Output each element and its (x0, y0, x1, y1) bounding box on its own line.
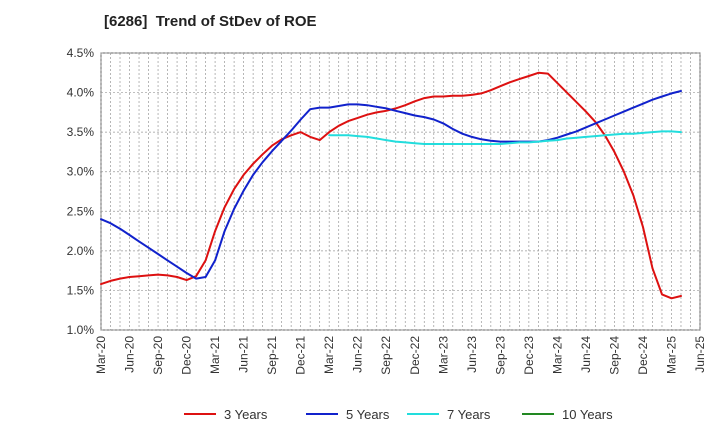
y-tick-label: 3.5% (67, 125, 95, 139)
x-tick-label: Jun-20 (123, 336, 137, 373)
x-tick-label: Jun-23 (465, 336, 479, 373)
series-line-5-years (100, 90, 682, 280)
x-tick-label: Mar-25 (664, 336, 678, 374)
legend: 3 Years 5 Years 7 Years 10 Years (184, 407, 613, 422)
x-tick-label: Sep-21 (265, 336, 279, 375)
legend-label-10-years: 10 Years (562, 407, 613, 422)
x-tick-label: Dec-24 (636, 336, 650, 375)
x-tick-label: Mar-22 (322, 336, 336, 374)
x-tick-label: Jun-24 (579, 336, 593, 373)
x-tick-label: Jun-25 (693, 336, 707, 373)
x-tick-label: Sep-20 (151, 336, 165, 375)
x-tick-label: Dec-22 (408, 336, 422, 375)
x-tick-label: Sep-22 (379, 336, 393, 375)
x-tick-label: Mar-24 (550, 336, 564, 374)
axes: 1.0% 1.5% 2.0% 2.5% 3.0% 3.5% 4.0% 4.5% Mar-20 Ju… (67, 46, 707, 375)
x-tick-label: Dec-21 (294, 336, 308, 375)
x-tick-label: Jun-21 (237, 336, 251, 373)
x-tick-label: Mar-20 (94, 336, 108, 374)
legend-label-7-years: 7 Years (447, 407, 491, 422)
y-tick-label: 2.0% (67, 244, 95, 258)
series-lines (100, 71, 682, 300)
y-tick-label: 2.5% (67, 204, 95, 218)
x-tick-label: Dec-20 (180, 336, 194, 375)
y-tick-label: 1.0% (67, 323, 95, 337)
legend-label-3-years: 3 Years (224, 407, 268, 422)
x-tick-label: Dec-23 (522, 336, 536, 375)
y-tick-label: 4.0% (67, 86, 95, 100)
series-line-7-years (328, 130, 682, 145)
x-tick-label: Sep-24 (607, 336, 621, 375)
chart-title: [6286] Trend of StDev of ROE (104, 13, 317, 30)
x-tick-label: Sep-23 (493, 336, 507, 375)
x-tick-label: Jun-22 (351, 336, 365, 373)
grid (100, 52, 701, 331)
x-tick-label: Mar-23 (436, 336, 450, 374)
legend-label-5-years: 5 Years (346, 407, 390, 422)
y-tick-label: 1.5% (67, 283, 95, 297)
x-tick-label: Mar-21 (208, 336, 222, 374)
y-tick-label: 4.5% (67, 46, 95, 60)
plot-area (100, 52, 701, 331)
y-tick-label: 3.0% (67, 165, 95, 179)
